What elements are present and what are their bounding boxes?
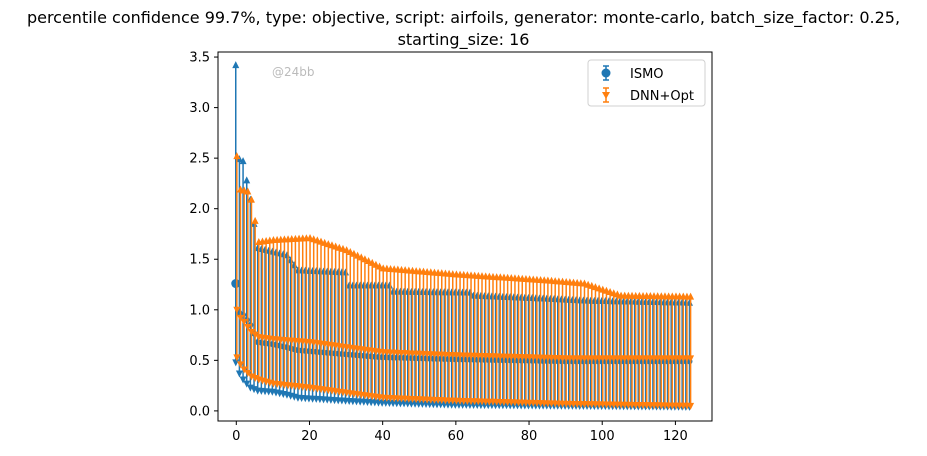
upper-cap-marker (343, 246, 351, 254)
data-point (251, 331, 259, 339)
lower-cap-marker (240, 366, 248, 374)
upper-cap-marker (361, 255, 369, 263)
plot-area (231, 61, 695, 411)
legend-marker-icon (601, 68, 611, 78)
lower-cap-marker (244, 369, 252, 377)
lower-cap-marker (232, 359, 240, 367)
x-tick-label: 100 (590, 429, 615, 444)
upper-cap-marker (239, 157, 247, 165)
legend-label: ISMO (630, 67, 664, 82)
data-point (240, 318, 248, 326)
chart-title-line-1: percentile confidence 99.7%, type: objec… (27, 8, 900, 28)
upper-cap-marker (247, 195, 255, 203)
y-tick-label: 0.5 (189, 354, 210, 369)
upper-cap-marker (357, 253, 365, 261)
legend-box (587, 59, 706, 107)
watermark-label: @24bb (272, 65, 315, 79)
upper-cap-marker (376, 262, 384, 270)
lower-cap-marker (687, 402, 695, 410)
lower-cap-marker (239, 376, 247, 384)
upper-cap-marker (350, 249, 358, 257)
y-tick-label: 2.5 (189, 152, 210, 167)
x-tick-label: 60 (448, 429, 465, 444)
legend: ISMO DNN+Opt (587, 59, 706, 107)
y-tick-label: 1.0 (189, 303, 210, 318)
data-point (247, 329, 255, 337)
y-tick-label: 1.5 (189, 253, 210, 268)
lower-cap-marker (243, 380, 251, 388)
x-tick-label: 20 (301, 429, 318, 444)
y-tick-label: 3.0 (189, 101, 210, 116)
upper-cap-marker (243, 176, 251, 184)
upper-cap-marker (251, 216, 259, 224)
y-tick-label: 2.0 (189, 202, 210, 217)
upper-cap-marker (365, 257, 373, 265)
upper-cap-marker (244, 187, 252, 195)
y-tick-label: 3.5 (189, 51, 210, 66)
upper-cap-marker (232, 61, 240, 69)
chart-title-line-2: starting_size: 16 (398, 30, 530, 50)
upper-cap-marker (354, 251, 362, 259)
legend-marker-icon (602, 92, 610, 99)
data-point (237, 314, 245, 322)
axes: 0 20 40 60 80 100 120 0.0 0.5 1.0 1.5 2.0 2.5 3.0 3.5 (189, 51, 713, 444)
upper-cap-marker (687, 292, 695, 300)
upper-cap-marker (233, 152, 241, 160)
data-point (244, 323, 252, 331)
lower-cap-marker (233, 354, 241, 362)
data-point (231, 279, 241, 289)
plot-frame (217, 51, 713, 422)
series-1 (233, 152, 695, 410)
upper-cap-marker (346, 247, 354, 255)
lower-cap-marker (237, 361, 245, 369)
x-tick-label: 0 (232, 429, 240, 444)
upper-cap-marker (372, 260, 380, 268)
x-tick-label: 80 (521, 429, 538, 444)
y-tick-label: 0.0 (189, 404, 210, 419)
lower-cap-marker (235, 370, 243, 378)
data-point (687, 355, 695, 363)
legend-label: DNN+Opt (630, 89, 694, 104)
upper-cap-marker (368, 258, 376, 266)
data-point (233, 306, 241, 314)
x-tick-label: 40 (374, 429, 391, 444)
x-tick-label: 120 (663, 429, 688, 444)
